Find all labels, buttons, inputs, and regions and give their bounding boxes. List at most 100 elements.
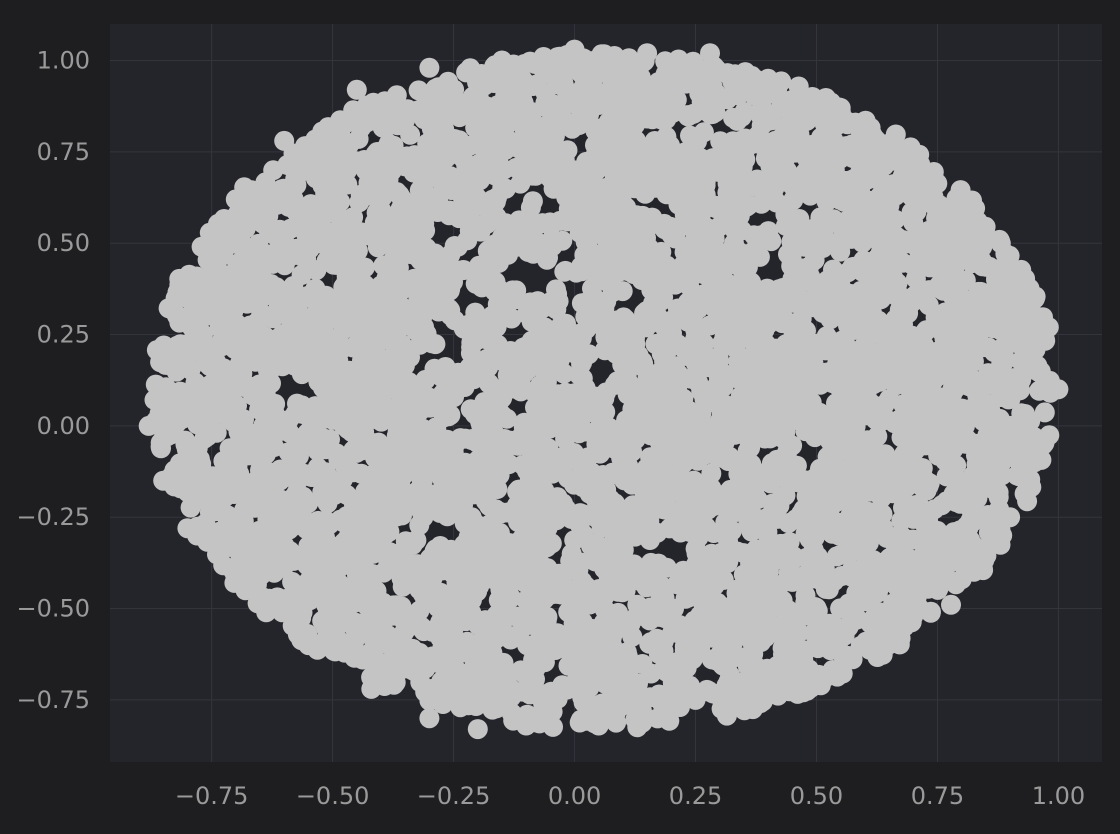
data-point: [812, 302, 833, 323]
data-point: [754, 190, 775, 211]
data-point: [893, 497, 913, 518]
data-point: [935, 432, 956, 452]
data-point: [602, 462, 623, 483]
data-point: [926, 208, 947, 229]
data-point: [193, 324, 213, 345]
data-point: [692, 181, 713, 202]
data-point: [832, 544, 853, 565]
data-point: [941, 594, 961, 615]
data-point: [426, 417, 447, 438]
data-point: [908, 185, 929, 206]
data-point: [934, 416, 955, 437]
data-point: [316, 363, 336, 384]
data-point: [734, 284, 755, 305]
data-point: [774, 380, 795, 401]
data-point: [734, 351, 755, 372]
data-point: [572, 612, 593, 633]
data-point: [496, 573, 517, 594]
data-point: [814, 178, 835, 199]
data-point: [446, 572, 467, 593]
data-point: [748, 125, 768, 146]
data-point: [572, 571, 593, 592]
data-point: [366, 401, 387, 422]
data-point: [510, 428, 530, 448]
data-point: [406, 530, 427, 551]
data-point: [640, 552, 661, 573]
data-point: [449, 686, 470, 707]
data-point: [979, 298, 1000, 319]
data-point: [216, 292, 237, 313]
data-point: [908, 403, 929, 424]
data-point: [296, 248, 317, 269]
data-point: [690, 572, 711, 593]
data-point: [907, 162, 928, 182]
data-point: [330, 110, 351, 131]
data-point: [808, 480, 829, 501]
data-point: [723, 107, 744, 128]
data-point: [901, 202, 922, 223]
data-point: [651, 314, 672, 335]
data-point: [579, 307, 600, 328]
data-point: [800, 357, 821, 378]
data-point: [230, 262, 251, 283]
data-point: [567, 194, 588, 215]
data-point: [552, 675, 573, 696]
data-point: [589, 493, 610, 513]
data-point: [776, 121, 797, 142]
data-point: [523, 603, 544, 624]
data-point: [362, 563, 382, 584]
data-point: [778, 600, 799, 620]
data-point: [332, 238, 353, 259]
data-point: [672, 484, 693, 505]
data-point: [248, 521, 269, 542]
data-point: [600, 97, 621, 118]
data-point: [651, 693, 672, 714]
data-point: [934, 328, 955, 349]
data-point: [824, 571, 845, 592]
data-point: [245, 351, 266, 372]
data-point: [289, 399, 310, 420]
data-point: [832, 330, 853, 351]
data-point: [793, 334, 814, 355]
data-point: [230, 484, 251, 505]
data-point: [518, 241, 539, 262]
data-point: [412, 307, 433, 328]
data-point: [564, 330, 585, 351]
data-point: [477, 657, 498, 677]
scatter-points: [138, 39, 1069, 740]
data-point: [726, 218, 746, 239]
data-point: [760, 104, 781, 125]
data-point: [308, 138, 329, 159]
data-point: [878, 232, 898, 253]
data-point: [279, 519, 300, 540]
data-point: [657, 395, 678, 416]
data-point: [732, 156, 753, 177]
data-point: [440, 244, 461, 265]
data-point: [262, 253, 283, 274]
data-point: [506, 495, 527, 516]
data-point: [255, 172, 276, 193]
data-point: [529, 149, 550, 170]
data-point: [277, 304, 298, 325]
data-point: [845, 198, 866, 219]
data-point: [632, 205, 653, 226]
data-point: [428, 679, 449, 699]
data-point: [753, 330, 774, 351]
data-point: [237, 238, 258, 259]
data-point: [191, 236, 212, 257]
data-point: [887, 273, 908, 294]
data-point: [467, 581, 488, 602]
data-point: [743, 85, 764, 106]
data-point: [913, 512, 934, 533]
data-point: [898, 584, 919, 605]
data-point: [724, 424, 745, 445]
data-point: [910, 563, 931, 584]
data-point: [864, 467, 885, 488]
data-point: [398, 372, 419, 392]
data-point: [986, 482, 1007, 503]
data-point: [722, 71, 743, 92]
data-point: [616, 197, 637, 218]
data-point: [804, 274, 825, 295]
data-point: [666, 159, 687, 180]
data-point: [392, 488, 412, 509]
